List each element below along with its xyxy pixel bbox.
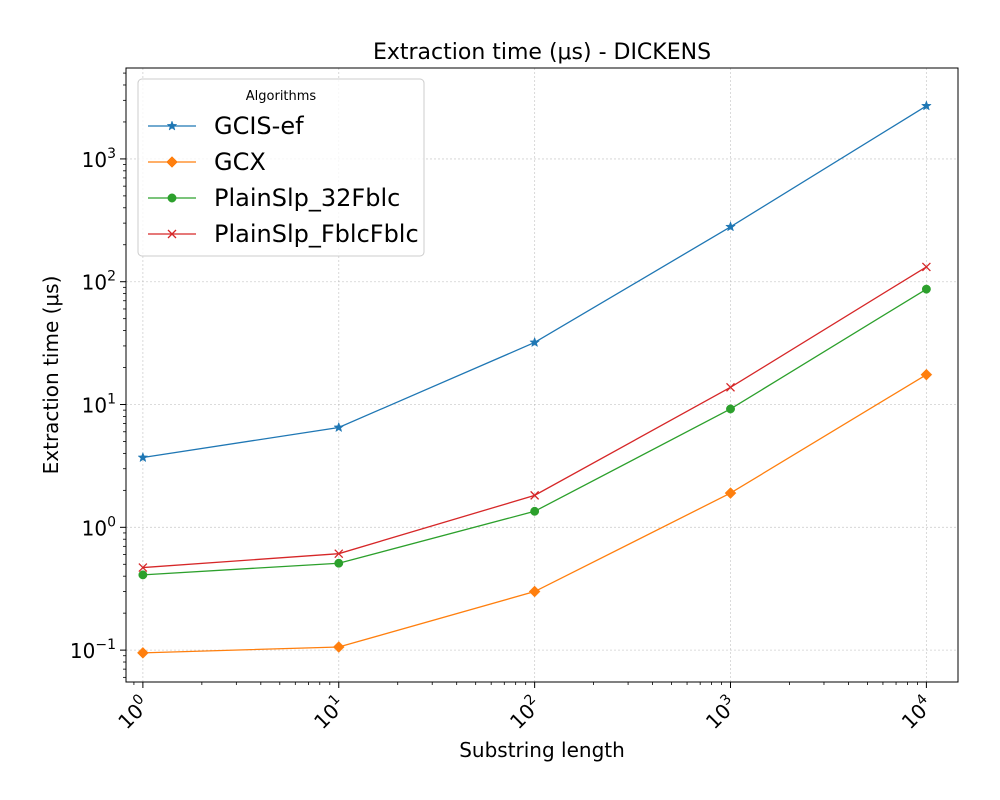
y-tick-label: 100 [82, 514, 116, 540]
data-point [530, 490, 540, 500]
x-tick-label: 103 [699, 691, 742, 734]
data-point [529, 336, 541, 348]
legend-swatch-marker [166, 120, 178, 131]
legend-swatch-marker [166, 156, 178, 168]
y-tick-label: 103 [82, 146, 116, 172]
legend-title: Algorithms [246, 89, 317, 104]
data-point [725, 221, 736, 232]
data-point [138, 570, 148, 580]
legend-entry: GCX [148, 148, 266, 176]
series-GCX [137, 368, 933, 659]
legend: Algorithms GCIS-ef GCX PlainSlp_32Fblc Plai… [137, 78, 425, 257]
data-point [138, 563, 148, 573]
y-tick-label: 101 [82, 392, 116, 418]
data-point [921, 284, 931, 294]
plot-area-frame [125, 67, 959, 683]
data-point [334, 558, 344, 568]
legend-swatch-marker [167, 193, 177, 203]
x-tick-label: 101 [308, 691, 351, 734]
y-axis-label: Extraction time (μs) [39, 276, 63, 475]
data-point [137, 646, 149, 659]
data-point [920, 100, 932, 111]
legend-label: GCIS-ef [214, 112, 304, 140]
data-point [528, 585, 541, 598]
series-layer [137, 100, 933, 659]
x-axis-label: Substring length [459, 738, 625, 762]
legend-swatch-marker [167, 229, 177, 239]
data-point [726, 382, 735, 392]
series-PlainSlp_FblcFblc [138, 262, 931, 573]
data-point [334, 549, 344, 559]
data-point [332, 641, 345, 653]
y-tick-label: 10−1 [70, 637, 116, 663]
x-tick-label: 100 [112, 691, 155, 734]
data-point [530, 506, 540, 516]
legend-entry: GCIS-ef [148, 112, 304, 140]
x-tick-label: 104 [895, 691, 938, 734]
legend-label: PlainSlp_32Fblc [214, 184, 400, 212]
legend-entries: GCIS-ef GCX PlainSlp_32Fblc PlainSlp_FblcFb… [148, 112, 419, 248]
data-point [137, 451, 149, 463]
x-tick-label: 102 [503, 691, 546, 734]
legend-box [137, 78, 425, 257]
series-PlainSlp_32Fblc [138, 284, 931, 580]
data-point [921, 262, 931, 272]
chart-title: Extraction time (μs) - DICKENS [373, 40, 711, 65]
data-point [724, 487, 737, 499]
legend-entry: PlainSlp_32Fblc [148, 184, 400, 212]
legend-entry: PlainSlp_FblcFblc [148, 220, 419, 248]
data-point [920, 368, 933, 381]
data-point [726, 404, 735, 414]
series-GCIS-ef [137, 100, 932, 463]
y-tick-label: 102 [82, 269, 116, 295]
grid-layer [126, 68, 958, 682]
legend-label: PlainSlp_FblcFblc [214, 220, 419, 248]
legend-label: GCX [214, 148, 266, 176]
data-point [333, 421, 345, 433]
